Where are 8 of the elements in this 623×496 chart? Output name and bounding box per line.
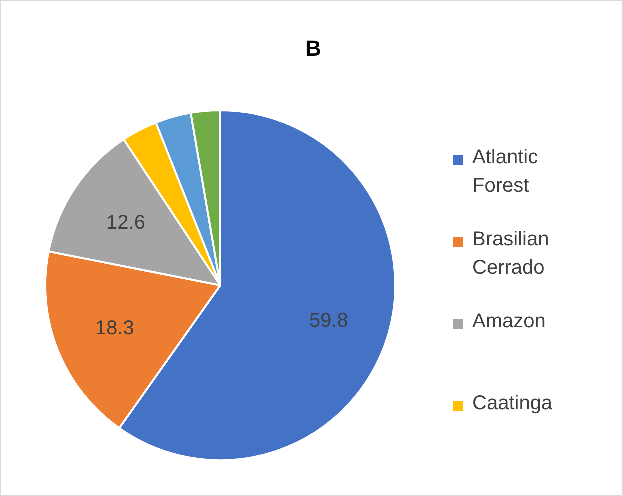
chart-title: B bbox=[306, 36, 322, 61]
data-label: 12.6 bbox=[106, 212, 146, 234]
data-label: 59.8 bbox=[309, 310, 348, 332]
legend-label: Atlantic Forest bbox=[472, 146, 538, 198]
legend-label: Amazon bbox=[472, 310, 546, 332]
legend-label: Caatinga bbox=[472, 392, 554, 414]
data-label: 18.3 bbox=[95, 318, 134, 340]
legend-label: Brasilian Cerrado bbox=[472, 228, 550, 280]
